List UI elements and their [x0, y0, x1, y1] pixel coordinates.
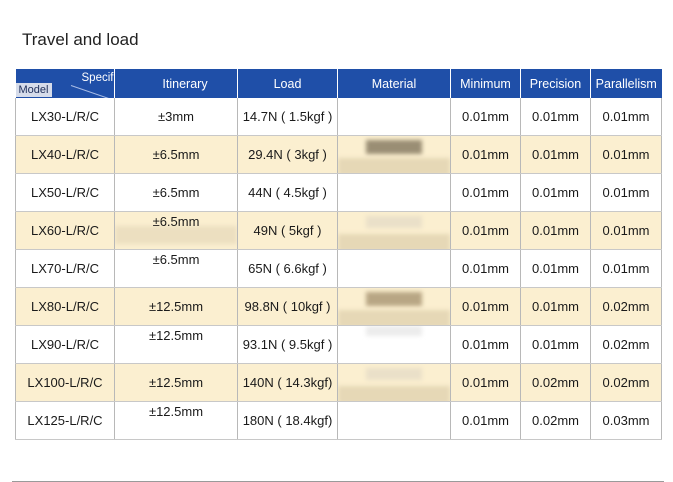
table-row: LX80-L/R/C ±12.5mm 98.8N ( 10kgf ) 0.01m… — [15, 287, 662, 326]
cell-itinerary: ±6.5mm — [114, 173, 238, 212]
cell-load: 29.4N ( 3kgf ) — [237, 135, 338, 174]
header-specifications: Specifications — [81, 72, 115, 84]
cell-material — [337, 401, 451, 440]
table-row: LX125-L/R/C ±12.5mm 180N ( 18.4kgf) 0.01… — [15, 401, 662, 440]
cell-minimum: 0.01mm — [450, 98, 521, 136]
header-corner: Specifications Model — [15, 69, 115, 98]
cell-precision: 0.01mm — [520, 173, 591, 212]
cell-load: 98.8N ( 10kgf ) — [237, 287, 338, 326]
cell-load: 14.7N ( 1.5kgf ) — [237, 98, 338, 136]
cell-model: LX40-L/R/C — [15, 135, 115, 174]
cell-minimum: 0.01mm — [450, 363, 521, 402]
cell-parallelism: 0.03mm — [590, 401, 662, 440]
cell-precision: 0.01mm — [520, 287, 591, 326]
table-row: LX40-L/R/C ±6.5mm 29.4N ( 3kgf ) 0.01mm … — [15, 135, 662, 174]
cell-precision: 0.02mm — [520, 401, 591, 440]
cell-model: LX100-L/R/C — [15, 363, 115, 402]
material-image-placeholder — [366, 140, 422, 154]
header-divider — [70, 85, 114, 98]
material-image-placeholder — [338, 386, 450, 401]
cell-parallelism: 0.01mm — [590, 98, 662, 136]
header-precision: Precision — [520, 69, 591, 98]
header-model: Model — [15, 83, 53, 97]
cell-parallelism: 0.02mm — [590, 287, 662, 326]
cell-parallelism: 0.02mm — [590, 363, 662, 402]
cell-model: LX70-L/R/C — [15, 249, 115, 288]
header-itinerary: Itinerary — [114, 69, 238, 98]
cell-itinerary: ±12.5mm — [114, 363, 238, 402]
cell-parallelism: 0.01mm — [590, 173, 662, 212]
header-minimum-scale: Minimum — [450, 69, 521, 98]
material-image-placeholder — [338, 158, 450, 173]
cell-parallelism: 0.01mm — [590, 249, 662, 288]
cell-material — [337, 325, 451, 364]
cell-model: LX60-L/R/C — [15, 211, 115, 250]
cell-model: LX50-L/R/C — [15, 173, 115, 212]
cell-material — [337, 173, 451, 212]
cell-material — [337, 363, 451, 402]
cell-material — [337, 249, 451, 288]
cell-precision: 0.02mm — [520, 363, 591, 402]
table-row: LX90-L/R/C ±12.5mm 93.1N ( 9.5kgf ) 0.01… — [15, 325, 662, 364]
cell-material — [337, 135, 451, 174]
cell-minimum: 0.01mm — [450, 173, 521, 212]
header-material: Material — [337, 69, 451, 98]
material-image-placeholder — [366, 216, 422, 228]
table-row: LX30-L/R/C ±3mm 14.7N ( 1.5kgf ) 0.01mm … — [15, 98, 662, 136]
cell-itinerary: ±6.5mm — [114, 211, 238, 250]
cell-load: 44N ( 4.5kgf ) — [237, 173, 338, 212]
material-image-placeholder — [366, 326, 422, 336]
material-image-placeholder — [338, 234, 450, 249]
table-row: LX70-L/R/C ±6.5mm 65N ( 6.6kgf ) 0.01mm … — [15, 249, 662, 288]
cell-parallelism: 0.02mm — [590, 325, 662, 364]
table-row: LX50-L/R/C ±6.5mm 44N ( 4.5kgf ) 0.01mm … — [15, 173, 662, 212]
cell-precision: 0.01mm — [520, 211, 591, 250]
table-header-row: Specifications Model Itinerary Load Mate… — [15, 69, 662, 98]
cell-itinerary: ±3mm — [114, 98, 238, 136]
cell-minimum: 0.01mm — [450, 325, 521, 364]
cell-precision: 0.01mm — [520, 325, 591, 364]
cell-model: LX80-L/R/C — [15, 287, 115, 326]
cell-minimum: 0.01mm — [450, 249, 521, 288]
cell-load: 180N ( 18.4kgf) — [237, 401, 338, 440]
section-title: Travel and load — [22, 30, 139, 49]
material-image-placeholder — [366, 292, 422, 306]
cell-itinerary: ±12.5mm — [114, 401, 238, 440]
material-image-placeholder — [366, 368, 422, 380]
cell-load: 93.1N ( 9.5kgf ) — [237, 325, 338, 364]
cell-minimum: 0.01mm — [450, 135, 521, 174]
cell-parallelism: 0.01mm — [590, 211, 662, 250]
cell-precision: 0.01mm — [520, 98, 591, 136]
cell-material — [337, 211, 451, 250]
cell-load: 65N ( 6.6kgf ) — [237, 249, 338, 288]
cell-load: 49N ( 5kgf ) — [237, 211, 338, 250]
material-image-placeholder — [338, 310, 450, 325]
cell-itinerary: ±12.5mm — [114, 325, 238, 364]
cell-material — [337, 287, 451, 326]
cell-material — [337, 98, 451, 136]
cell-itinerary: ±6.5mm — [114, 135, 238, 174]
table-row: LX60-L/R/C ±6.5mm 49N ( 5kgf ) 0.01mm 0.… — [15, 211, 662, 250]
cell-load: 140N ( 14.3kgf) — [237, 363, 338, 402]
cell-precision: 0.01mm — [520, 135, 591, 174]
header-load: Load — [237, 69, 338, 98]
cell-model: LX125-L/R/C — [15, 401, 115, 440]
cell-minimum: 0.01mm — [450, 211, 521, 250]
cell-precision: 0.01mm — [520, 249, 591, 288]
spec-table: Specifications Model Itinerary Load Mate… — [15, 69, 662, 440]
cell-parallelism: 0.01mm — [590, 135, 662, 174]
cell-model: LX90-L/R/C — [15, 325, 115, 364]
cell-itinerary: ±12.5mm — [114, 287, 238, 326]
cell-itinerary: ±6.5mm — [114, 249, 238, 288]
cell-model: LX30-L/R/C — [15, 98, 115, 136]
table-row: LX100-L/R/C ±12.5mm 140N ( 14.3kgf) 0.01… — [15, 363, 662, 402]
cell-minimum: 0.01mm — [450, 401, 521, 440]
header-parallelism: Parallelism — [590, 69, 662, 98]
cell-minimum: 0.01mm — [450, 287, 521, 326]
itinerary-blur — [115, 226, 237, 244]
